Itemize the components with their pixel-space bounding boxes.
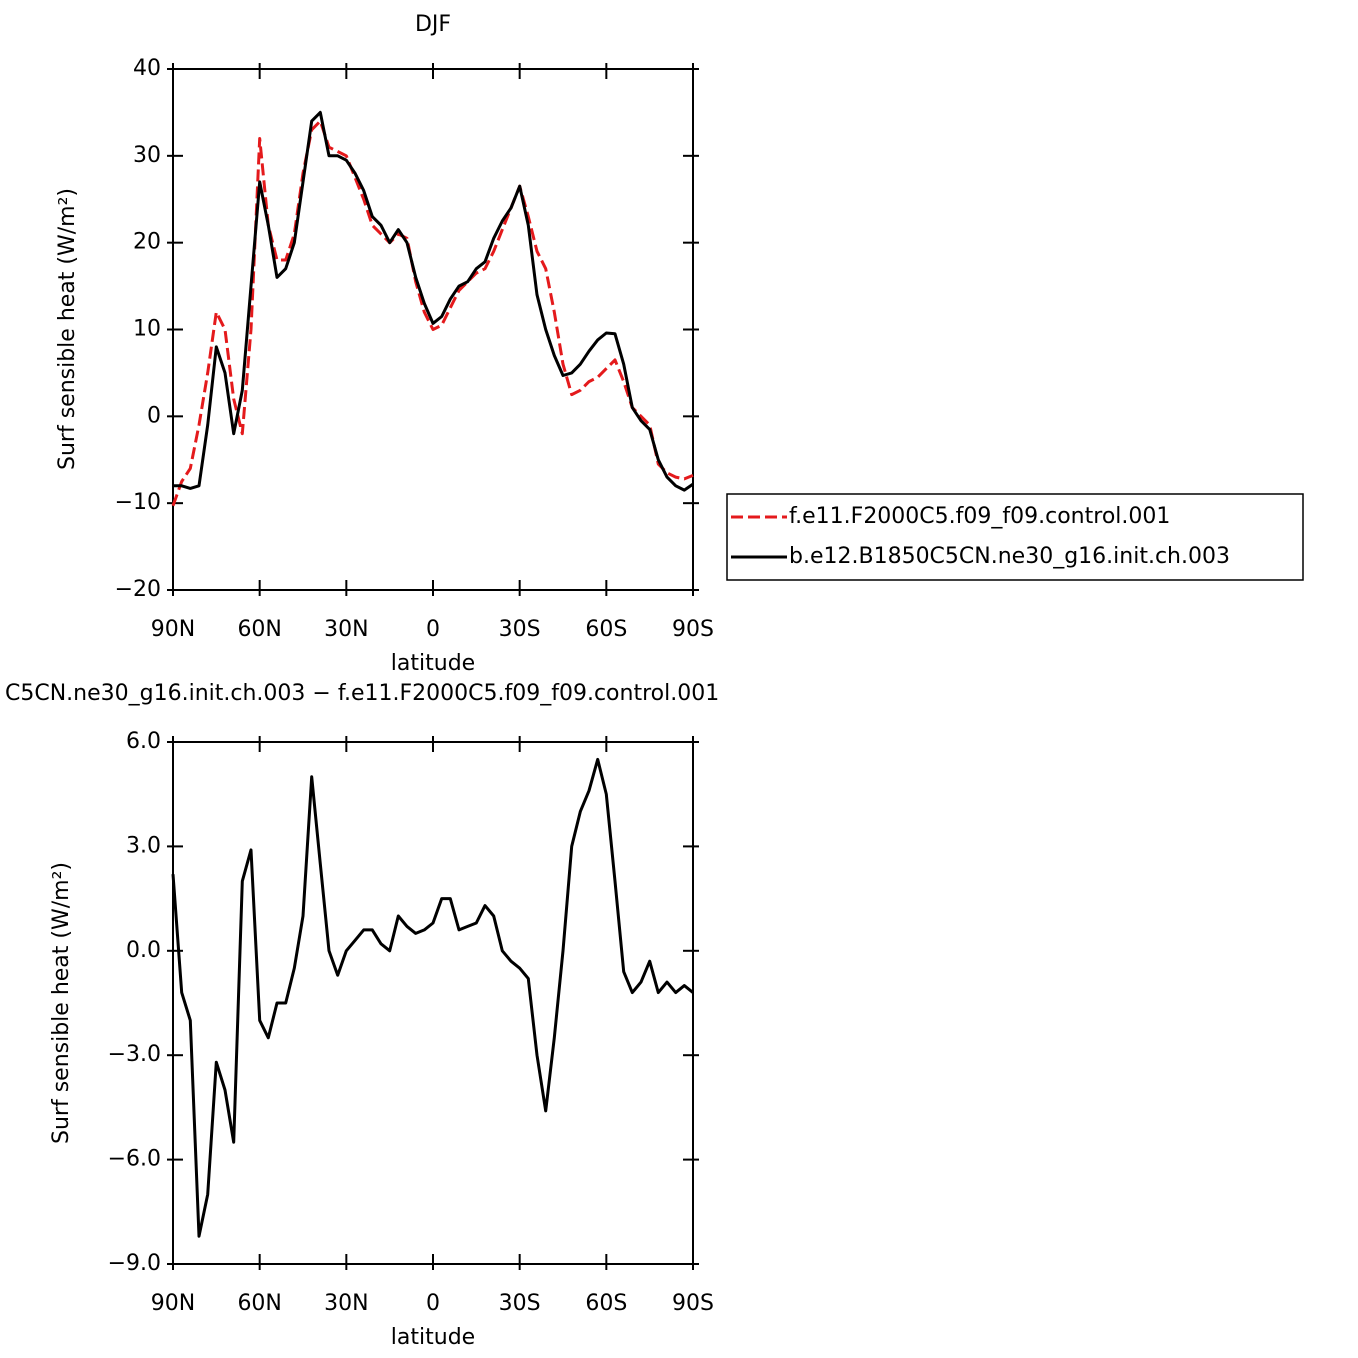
y-axis-label: Surf sensible heat (W/m²) (49, 862, 74, 1144)
x-tick-label: 60N (237, 1291, 281, 1316)
legend-label: b.e12.B1850C5CN.ne30_g16.init.ch.003 (789, 544, 1230, 569)
y-tick-label: 6.0 (126, 729, 161, 754)
legend-label: f.e11.F2000C5.f09_f09.control.001 (789, 504, 1170, 529)
y-tick-label: 20 (133, 230, 161, 255)
series-line (171, 757, 694, 1238)
x-tick-label: 60S (585, 617, 627, 642)
x-tick-label: 30S (499, 617, 541, 642)
x-tick-label: 90S (672, 1291, 714, 1316)
y-tick-label: −3.0 (108, 1042, 161, 1067)
x-axis-label: latitude (391, 1325, 475, 1350)
series-line (171, 119, 694, 507)
y-tick-label: 0 (147, 403, 161, 428)
x-tick-label: 90N (151, 617, 195, 642)
y-tick-label: −9.0 (108, 1251, 161, 1276)
y-tick-label: −10 (115, 490, 161, 515)
y-tick-label: 40 (133, 56, 161, 81)
chart-title: DJF (415, 12, 451, 37)
x-tick-label: 60S (585, 1291, 627, 1316)
y-axis-label: Surf sensible heat (W/m²) (55, 188, 80, 470)
x-tick-label: 90N (151, 1291, 195, 1316)
y-tick-label: 10 (133, 317, 161, 342)
x-tick-label: 30S (499, 1291, 541, 1316)
legend-box (726, 493, 1304, 581)
plot-frame (172, 741, 694, 1265)
x-tick-label: 0 (426, 617, 440, 642)
y-tick-label: 0.0 (126, 938, 161, 963)
chart-title: C5CN.ne30_g16.init.ch.003 − f.e11.F2000C… (5, 681, 719, 706)
x-tick-label: 90S (672, 617, 714, 642)
x-tick-label: 30N (324, 617, 368, 642)
y-tick-label: −20 (115, 577, 161, 602)
x-tick-label: 0 (426, 1291, 440, 1316)
x-tick-label: 60N (237, 617, 281, 642)
x-axis-label: latitude (391, 651, 475, 676)
y-tick-label: 30 (133, 143, 161, 168)
y-tick-label: 3.0 (126, 833, 161, 858)
y-tick-label: −6.0 (108, 1147, 161, 1172)
x-tick-label: 30N (324, 1291, 368, 1316)
series-line (173, 110, 694, 492)
